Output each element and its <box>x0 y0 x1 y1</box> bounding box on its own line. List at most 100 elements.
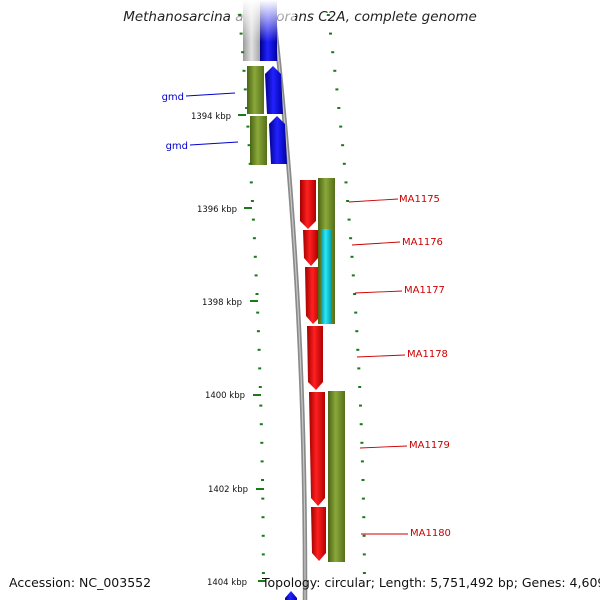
minor-tick <box>362 534 366 537</box>
gene-label-gmd[interactable]: gmd <box>162 92 184 103</box>
ruler-label: 1396 kbp <box>197 205 237 215</box>
gene-red-6[interactable] <box>311 507 326 561</box>
minor-tick <box>351 274 355 277</box>
gene-blue-2[interactable] <box>265 66 283 114</box>
minor-tick <box>250 200 254 202</box>
gene-red-4[interactable] <box>307 326 323 390</box>
minor-tick <box>256 311 260 314</box>
minor-tick <box>255 293 259 295</box>
minor-tick <box>261 497 265 500</box>
major-tick <box>253 394 261 396</box>
major-tick <box>238 114 246 116</box>
leader-line <box>189 141 239 146</box>
genome-summary-text: Topology: circular; Length: 5,751,492 bp… <box>262 575 600 590</box>
ruler-ticks-left <box>238 14 265 574</box>
minor-tick <box>260 460 264 463</box>
minor-tick <box>261 572 265 574</box>
gene-label-ma1179[interactable]: MA1179 <box>409 440 450 451</box>
gene-label-ma1180[interactable]: MA1180 <box>410 528 451 539</box>
minor-tick <box>346 200 350 202</box>
minor-tick <box>335 88 339 91</box>
minor-tick <box>342 162 346 165</box>
top-fade <box>235 0 295 42</box>
leader-line <box>356 354 406 358</box>
ruler-label: 1398 kbp <box>202 298 242 308</box>
leader-line <box>185 92 236 97</box>
minor-tick <box>252 237 256 240</box>
minor-tick <box>329 32 332 35</box>
minor-tick <box>259 404 263 407</box>
minor-tick <box>361 497 365 500</box>
minor-tick <box>358 386 362 388</box>
leader-line <box>359 445 408 449</box>
feature-green-4[interactable] <box>328 391 345 562</box>
minor-tick <box>355 330 359 333</box>
minor-tick <box>333 69 337 72</box>
feature-green-2[interactable] <box>250 116 267 165</box>
minor-tick <box>259 423 263 426</box>
gene-label-ma1178[interactable]: MA1178 <box>407 349 448 360</box>
minor-tick <box>258 367 262 370</box>
minor-tick <box>246 125 250 128</box>
minor-tick <box>362 572 366 574</box>
gene-label-ma1177[interactable]: MA1177 <box>404 285 445 296</box>
minor-tick <box>359 404 362 407</box>
minor-tick <box>241 51 245 54</box>
ruler-ticks-right <box>326 14 366 574</box>
major-tick <box>244 207 252 209</box>
minor-tick <box>350 255 354 258</box>
feature-cyan[interactable] <box>321 229 331 324</box>
minor-tick <box>242 69 246 72</box>
minor-tick <box>349 237 353 240</box>
minor-tick <box>347 218 351 221</box>
leader-line <box>354 290 403 294</box>
minor-tick <box>247 144 251 147</box>
minor-tick <box>353 293 357 295</box>
major-tick <box>250 300 258 302</box>
minor-tick <box>251 218 255 221</box>
gene-label-gmd[interactable]: gmd <box>166 141 188 152</box>
ruler-label: 1400 kbp <box>205 391 245 401</box>
map-title: Methanosarcina acetivorans C2A, complete… <box>123 9 477 25</box>
minor-tick <box>359 423 363 426</box>
major-tick <box>256 488 264 490</box>
gene-blue-bottom[interactable] <box>285 591 297 600</box>
minor-tick <box>253 255 257 258</box>
minor-tick <box>339 125 343 128</box>
minor-tick <box>256 330 260 333</box>
major-tick <box>258 580 266 582</box>
minor-tick <box>260 441 264 444</box>
minor-tick <box>362 553 366 556</box>
minor-tick <box>257 348 261 351</box>
gene-label-ma1176[interactable]: MA1176 <box>402 237 443 248</box>
minor-tick <box>261 479 264 481</box>
accession-text: Accession: NC_003552 <box>9 575 152 590</box>
gene-blue-3[interactable] <box>269 116 287 164</box>
minor-tick <box>248 162 252 165</box>
ruler-label: 1394 kbp <box>191 112 231 122</box>
minor-tick <box>261 534 265 537</box>
feature-green-1[interactable] <box>247 66 264 114</box>
minor-tick <box>331 51 335 54</box>
gene-red-5[interactable] <box>309 392 325 506</box>
minor-tick <box>239 32 243 35</box>
gene-red-1[interactable] <box>300 180 316 229</box>
minor-tick <box>258 386 262 388</box>
minor-tick <box>243 88 247 91</box>
minor-tick <box>357 367 361 370</box>
minor-tick <box>326 14 330 16</box>
minor-tick <box>245 107 249 109</box>
minor-tick <box>261 516 265 519</box>
ruler-label: 1404 kbp <box>207 578 247 588</box>
minor-tick <box>249 181 253 184</box>
gene-red-3[interactable] <box>305 267 321 324</box>
minor-tick <box>344 181 348 184</box>
minor-tick <box>361 479 365 481</box>
gene-red-2[interactable] <box>303 230 318 266</box>
minor-tick <box>360 460 364 463</box>
ruler-label: 1402 kbp <box>208 485 248 495</box>
gene-label-ma1175[interactable]: MA1175 <box>399 194 440 205</box>
minor-tick <box>254 274 258 277</box>
leader-line <box>348 198 399 203</box>
